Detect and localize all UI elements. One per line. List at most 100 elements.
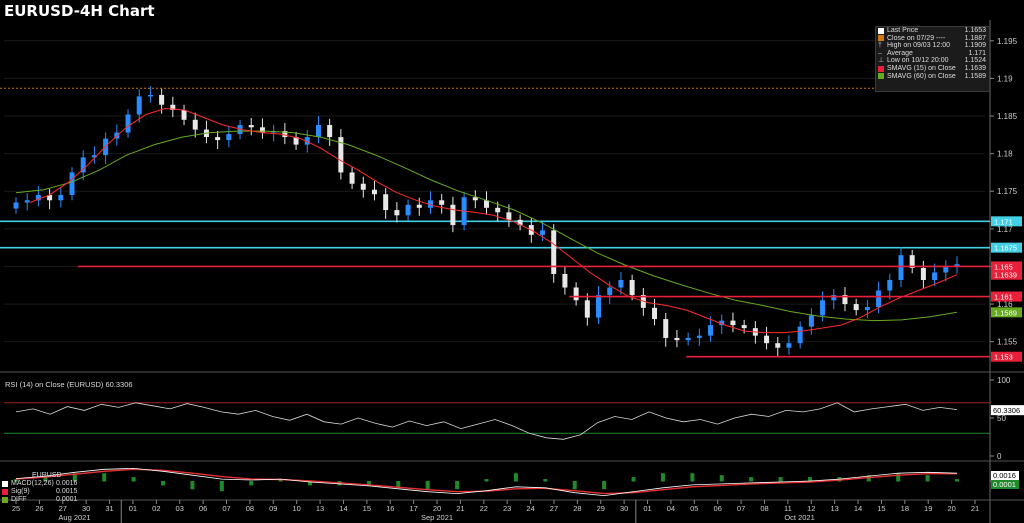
chart-title: EURUSD-4H Chart (4, 2, 155, 20)
rsi-line (15, 402, 958, 440)
y-tick-label: 1.175 (997, 187, 1018, 196)
x-tick-label: 06 (199, 504, 207, 513)
macd-diff-bar (749, 477, 754, 482)
price-tag-box (991, 269, 1022, 280)
y-tick-label: 1.185 (997, 112, 1018, 121)
candle-body (506, 212, 512, 220)
macd-diff-bar (631, 477, 636, 482)
chart-canvas[interactable]: 1.1951.191.1851.181.1751.171.1651.161.15… (0, 20, 1024, 523)
x-tick-label: 30 (82, 504, 90, 513)
candle-body (136, 96, 142, 115)
macd-diff-bar (425, 481, 430, 490)
x-tick-label: 13 (830, 504, 838, 513)
x-month-label: Aug 2021 (58, 513, 90, 522)
candle-body (584, 300, 590, 318)
macd-diff-bar (778, 477, 783, 482)
candle-body (215, 137, 221, 141)
macd-diff-bar (278, 479, 283, 482)
x-tick-label: 28 (573, 504, 581, 513)
candle-body (663, 319, 669, 338)
x-tick-label: 14 (854, 504, 862, 513)
price-tag-label: 1.171 (994, 217, 1013, 226)
macd-diff-bar (660, 473, 665, 482)
x-tick-label: 27 (59, 504, 67, 513)
candle-body (741, 325, 747, 329)
legend-row: Last Price 1.1653 (876, 27, 989, 35)
candle-body (371, 189, 377, 195)
x-tick-label: 15 (363, 504, 371, 513)
candle-body (13, 202, 19, 209)
candle-body (853, 304, 859, 311)
x-tick-label: 29 (597, 504, 605, 513)
candle-body (192, 119, 198, 130)
macd-diff-bar (219, 481, 224, 492)
price-tag: 1.1639 (991, 269, 1022, 280)
x-tick-label: 27 (550, 504, 558, 513)
price-tag-label: 1.1639 (994, 271, 1017, 280)
x-tick-label: 02 (152, 504, 160, 513)
price-tag-box (991, 242, 1022, 253)
price-tag-box (991, 261, 1022, 272)
level-lines (78, 265, 990, 358)
legend-row: † High on 09/03 12:00 1.1909 (876, 42, 989, 50)
red-square-icon (2, 489, 8, 495)
macd-diff-bar (308, 481, 313, 486)
candle-body (405, 204, 411, 216)
candle-body (562, 273, 568, 288)
price-tag-box (991, 291, 1022, 302)
price-tag-label: 1.1675 (994, 244, 1017, 253)
macd-title: EURUSD (32, 472, 62, 479)
candle-body (427, 200, 433, 208)
x-tick-label: 18 (901, 504, 909, 513)
x-tick-label: 14 (339, 504, 347, 513)
macd-legend-value: 0.0016 (56, 480, 78, 487)
candle-body (450, 204, 456, 226)
sma15-line (29, 107, 958, 334)
legend-row: SMAVG (15) on Close 1.1639 (876, 65, 989, 73)
candle-body (920, 267, 926, 280)
candle-body (775, 343, 781, 348)
macd-signal-line (15, 468, 957, 495)
candle-body (495, 207, 501, 213)
candle-body (842, 295, 848, 305)
candle-body (416, 204, 422, 208)
macd-diff-bar (43, 477, 48, 482)
legend-value: 1.1653 (964, 27, 986, 34)
candle-body (338, 137, 344, 173)
macd-legend-value: 0.0001 (56, 496, 78, 503)
candle-body (596, 295, 602, 318)
macd-legend-row: MACD(12,26) 0.0016 (2, 480, 77, 488)
x-tick-label: 03 (176, 504, 184, 513)
price-tag-label: 1.1589 (994, 308, 1017, 317)
legend-label: Low on 10/12 20:00 (887, 57, 949, 65)
macd-legend-row: DIFF 0.0001 (2, 496, 77, 504)
candle-body (887, 279, 893, 291)
price-tag: 1.1589 (991, 307, 1022, 318)
x-tick-label: 05 (690, 504, 698, 513)
macd-legend-row: Sig(9) 0.0015 (2, 488, 77, 496)
candle-body (786, 343, 792, 348)
orange-square-icon (878, 35, 884, 42)
x-tick-label: 24 (526, 504, 534, 513)
legend-label: SMAVG (60) on Close (887, 72, 956, 80)
macd-diff-bar (72, 473, 77, 482)
macd-diff-bar (396, 481, 401, 488)
x-tick-label: 19 (924, 504, 932, 513)
y-tick-label: 1.18 (997, 150, 1013, 159)
macd-diff-box (991, 480, 1019, 489)
x-tick-label: 31 (105, 504, 113, 513)
legend-value: 1.1887 (964, 34, 986, 42)
y-tick-label: 1.17 (997, 225, 1013, 234)
candle-body (607, 287, 613, 296)
macd-diff-bar (455, 481, 460, 490)
macd-diff-bar (896, 473, 901, 482)
chart-background (0, 20, 1024, 523)
legend-value: 1.1589 (964, 72, 986, 80)
candle-body (226, 134, 232, 141)
macd-legend-label: MACD(12,26) (11, 480, 54, 487)
candle-body (91, 155, 97, 158)
macd-diff-bar (866, 475, 871, 482)
macd-legend-label: DIFF (11, 496, 27, 503)
macd-diff-bar (572, 481, 577, 490)
candle-body (909, 255, 915, 268)
